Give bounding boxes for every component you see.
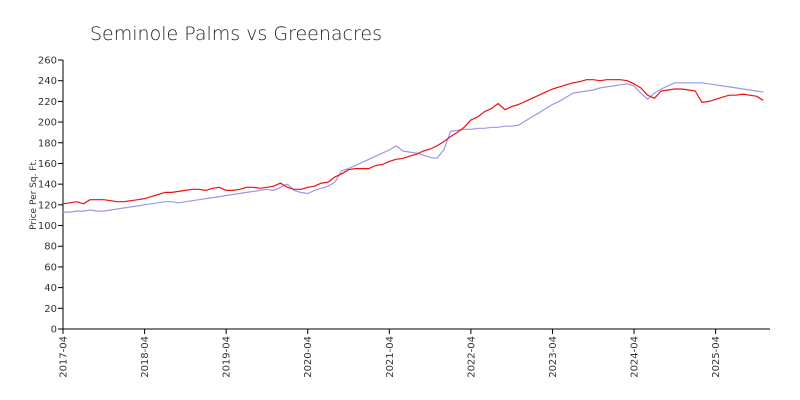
y-tick-label: 220 bbox=[38, 97, 57, 108]
y-tick-label: 260 bbox=[38, 56, 57, 67]
chart-title: Seminole Palms vs Greenacres bbox=[90, 23, 382, 45]
y-tick-label: 80 bbox=[44, 242, 57, 253]
y-tick-label: 100 bbox=[38, 221, 57, 232]
y-tick-label: 180 bbox=[38, 138, 57, 149]
x-tick-label: 2025-04 bbox=[711, 336, 722, 378]
y-tick-label: 140 bbox=[38, 180, 57, 191]
x-tick-label: 2023-04 bbox=[548, 336, 559, 378]
y-tick-label: 20 bbox=[44, 304, 57, 315]
series-line-1 bbox=[63, 82, 764, 213]
y-tick-label: 240 bbox=[38, 76, 57, 87]
x-axis: 2017-04 2018-04 2019-04 2020-04 2021-04 2022-… bbox=[59, 328, 770, 378]
x-tick-label: 2019-04 bbox=[222, 336, 233, 378]
x-tick-label: 2020-04 bbox=[303, 336, 314, 378]
y-tick-label: 0 bbox=[51, 325, 57, 336]
x-tick-label: 2018-04 bbox=[140, 336, 151, 378]
series-layer bbox=[62, 79, 764, 213]
y-tick-label: 120 bbox=[38, 200, 57, 211]
x-tick-label: 2024-04 bbox=[630, 336, 641, 378]
y-axis: 0 20 40 60 80 100 120 140 160 180 200 220 240 260 bbox=[38, 56, 64, 336]
x-tick-label: 2022-04 bbox=[466, 336, 477, 378]
y-tick-label: 40 bbox=[44, 283, 57, 294]
y-tick-label: 200 bbox=[38, 118, 57, 129]
y-axis-label: Price Per Sq. Ft. bbox=[29, 159, 39, 230]
y-tick-label: 60 bbox=[44, 262, 57, 273]
series-line-2 bbox=[62, 79, 764, 205]
x-tick-label: 2017-04 bbox=[59, 336, 70, 378]
y-tick-label: 160 bbox=[38, 159, 57, 170]
x-tick-label: 2021-04 bbox=[385, 336, 396, 378]
